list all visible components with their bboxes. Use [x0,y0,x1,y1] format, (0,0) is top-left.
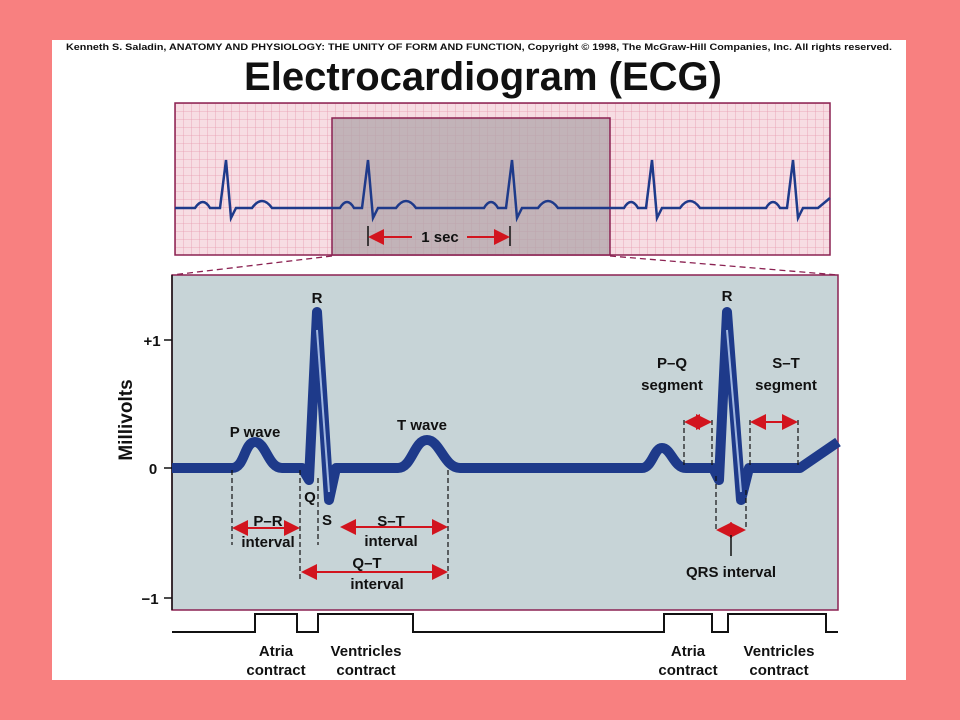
scale-label: 1 sec [421,229,459,246]
st-segment-label: S–T [772,355,800,372]
pq-label: P–Q [657,355,687,372]
s-label: S [322,512,332,529]
pq-label: segment [641,377,703,394]
pr-label: P–R [253,513,282,530]
event-label: Atria [671,643,706,660]
ecg-trace-small [175,159,831,223]
r-label: R [312,290,323,307]
qrs-label: QRS interval [686,564,776,581]
y-tick-label: 0 [149,461,157,478]
contraction-timeline [172,613,838,633]
pr-label: interval [241,534,294,551]
r-label: R [722,288,733,305]
y-tick-label: −1 [141,591,158,608]
p-wave-label: P wave [230,424,281,441]
event-label: Ventricles [331,643,402,660]
st-segment-label: segment [755,377,817,394]
st-label: S–T [377,513,405,530]
credit: Kenneth S. Saladin, ANATOMY AND PHYSIOLO… [66,42,892,53]
q-label: Q [304,489,316,506]
event-label: contract [658,662,717,679]
event-label: contract [336,662,395,679]
ecg-trace [172,307,841,505]
qt-label: Q–T [352,555,381,572]
zoom-connector [171,255,839,276]
y-tick-label: +1 [143,333,160,350]
t-wave-label: T wave [397,417,447,434]
event-label: contract [749,662,808,679]
axis [164,275,173,610]
event-label: contract [246,662,305,679]
event-label: Ventricles [744,643,815,660]
guide-lines [231,420,799,580]
title: Electrocardiogram (ECG) [244,55,722,99]
event-label: Atria [259,643,294,660]
qt-label: interval [350,576,403,593]
zoom-box [331,117,611,256]
st-label: interval [364,533,417,550]
axis-label: Millivolts [116,379,137,460]
